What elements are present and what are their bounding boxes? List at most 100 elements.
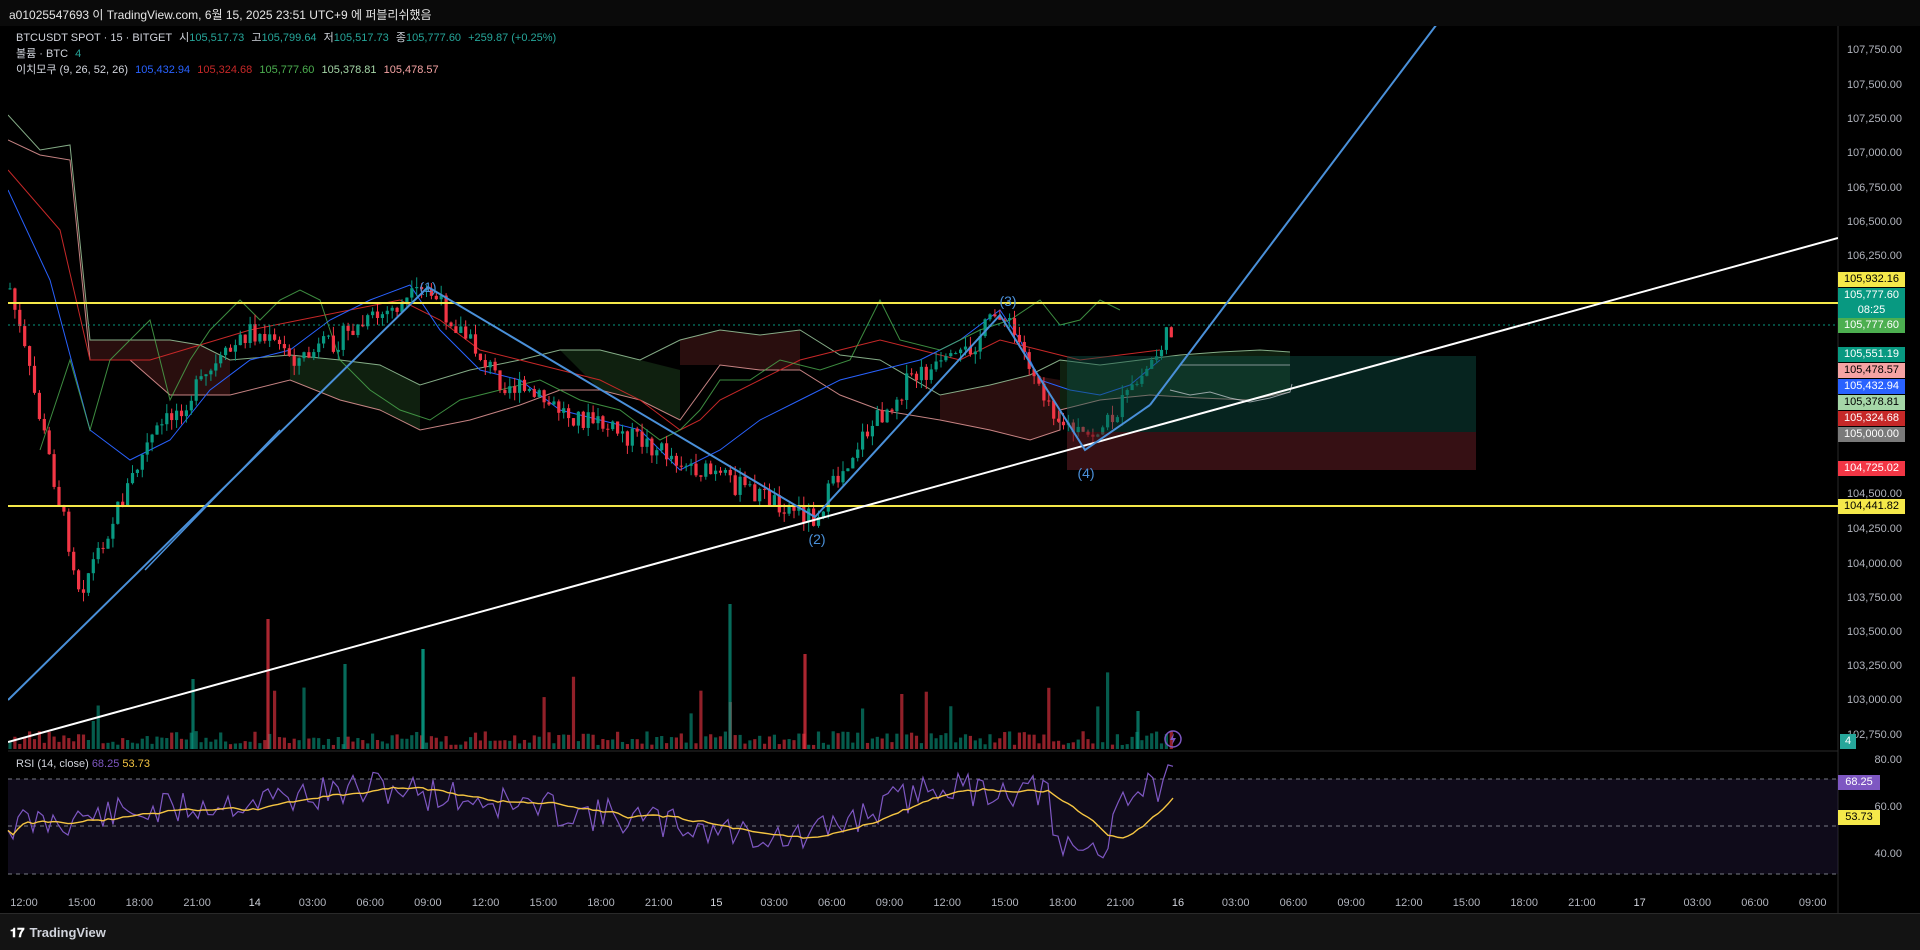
ichimoku-lead-a: 105,378.81: [321, 64, 377, 76]
candle-body: [1042, 383, 1046, 401]
volume-bar: [929, 733, 933, 749]
volume-bar: [949, 706, 953, 749]
volume-bar: [42, 742, 46, 749]
volume-bar: [522, 739, 527, 749]
volume-bar: [52, 736, 56, 749]
candle-body: [81, 589, 86, 593]
price-chart[interactable]: (1) (2) (3) (4) 107,750.00107,500.00107,…: [0, 26, 1920, 913]
volume-bar: [562, 734, 566, 749]
volume-bar: [772, 734, 776, 749]
volume-bar: [145, 736, 149, 749]
volume-bar: [547, 732, 551, 749]
volume-bar: [302, 687, 306, 749]
volume-bar: [718, 736, 723, 749]
time-tick: 03:00: [1684, 897, 1712, 909]
rsi-legend[interactable]: RSI (14, close) 68.25 53.73: [16, 758, 150, 770]
volume-bar: [905, 734, 909, 749]
volume-bar: [150, 743, 154, 749]
volume-bar: [37, 731, 41, 749]
rsi-panel[interactable]: [7, 764, 1838, 875]
volume-bar: [130, 742, 135, 749]
volume-bar: [228, 744, 233, 749]
price-tick: 103,750.00: [1847, 592, 1902, 604]
volume-bar: [669, 737, 674, 749]
volume-bar: [812, 744, 816, 749]
time-tick: 15:00: [991, 897, 1019, 909]
volume-bar: [8, 741, 12, 749]
candle-body: [375, 311, 380, 318]
volume-legend[interactable]: 볼륨 · BTC 4: [16, 47, 85, 62]
rsi-axis[interactable]: 80.00 60.00 40.00: [1874, 754, 1902, 860]
ichimoku-cloud-bearish-2: [680, 330, 800, 370]
price-tick: 107,000.00: [1847, 147, 1902, 159]
candle-body: [194, 379, 198, 401]
volume-bar: [1159, 743, 1164, 749]
candle-body: [483, 359, 487, 368]
candle-body: [527, 389, 531, 391]
long-position-loss-zone[interactable]: [1067, 432, 1476, 470]
price-tick: 104,250.00: [1847, 523, 1902, 535]
volume-bar: [424, 742, 429, 749]
candle-body: [1110, 414, 1115, 423]
candle-body: [758, 488, 762, 502]
tradingview-logo[interactable]: 𝟏𝟕 TradingView: [10, 925, 106, 941]
candle-body: [454, 326, 458, 333]
trendline-white[interactable]: [8, 237, 1838, 743]
price-tick: 104,000.00: [1847, 558, 1902, 570]
volume-bar: [640, 743, 644, 749]
volume-bar: [625, 744, 629, 749]
candle-body: [390, 307, 394, 311]
price-label: 105,378.81: [1838, 395, 1905, 410]
candle-body: [714, 470, 718, 475]
candle-body: [478, 353, 482, 360]
rsi-tick: 40.00: [1874, 848, 1902, 860]
candle-body: [704, 463, 708, 477]
volume-bar: [366, 743, 370, 749]
candle-body: [1071, 422, 1075, 433]
volume-bar: [567, 734, 571, 749]
volume-bar: [1169, 731, 1173, 749]
volume-bar: [273, 690, 277, 749]
candle-body: [184, 410, 188, 417]
volume-bar: [459, 744, 463, 749]
candle-body: [836, 475, 840, 483]
volume-bar: [336, 737, 340, 749]
rsi-label: RSI (14, close): [16, 758, 89, 770]
price-axis[interactable]: 107,750.00 107,500.00 107,250.00 107,000.00…: [1847, 44, 1902, 741]
lightning-icon[interactable]: [1164, 730, 1182, 748]
candle-body: [8, 288, 12, 290]
volume-bar: [1042, 734, 1046, 749]
candle-body: [145, 442, 149, 455]
time-tick: 06:00: [818, 897, 846, 909]
candle-body: [777, 495, 781, 513]
volume-bar: [723, 731, 727, 749]
volume-bar: [371, 733, 375, 749]
time-tick: 21:00: [1568, 897, 1596, 909]
volume-bar: [704, 736, 708, 749]
volume-bar: [331, 744, 335, 749]
volume-bar: [1017, 732, 1021, 749]
candle-body: [47, 430, 51, 455]
volume-bar: [694, 743, 698, 749]
candle-body: [640, 431, 644, 447]
price-tick: 106,250.00: [1847, 250, 1902, 262]
volume-bar: [797, 733, 801, 749]
price-label: 08:25: [1838, 303, 1905, 318]
rsi-value: 68.25: [91, 758, 120, 770]
candle-body: [954, 353, 958, 355]
candle-body: [287, 348, 291, 357]
trendline-blue-long[interactable]: [1149, 26, 1440, 406]
candle-body: [669, 455, 674, 460]
candle-body: [444, 295, 448, 323]
candle-body: [126, 483, 130, 506]
candle-body: [258, 334, 262, 342]
elliott-wave-path[interactable]: [8, 285, 1151, 701]
volume-bar: [248, 741, 252, 749]
candle-body: [37, 392, 41, 419]
candle-body: [1159, 349, 1164, 357]
ichimoku-legend[interactable]: 이치모쿠 (9, 26, 52, 26) 105,432.94 105,324.…: [16, 63, 443, 78]
symbol-name[interactable]: BTCUSDT SPOT · 15 · BITGET: [16, 32, 173, 44]
ichimoku-conversion: 105,432.94: [135, 64, 191, 76]
time-axis[interactable]: 12:00 15:00 18:00 21:00 14 03:00 06:00 09:00 12:…: [10, 897, 1826, 909]
volume-bar: [282, 737, 286, 749]
